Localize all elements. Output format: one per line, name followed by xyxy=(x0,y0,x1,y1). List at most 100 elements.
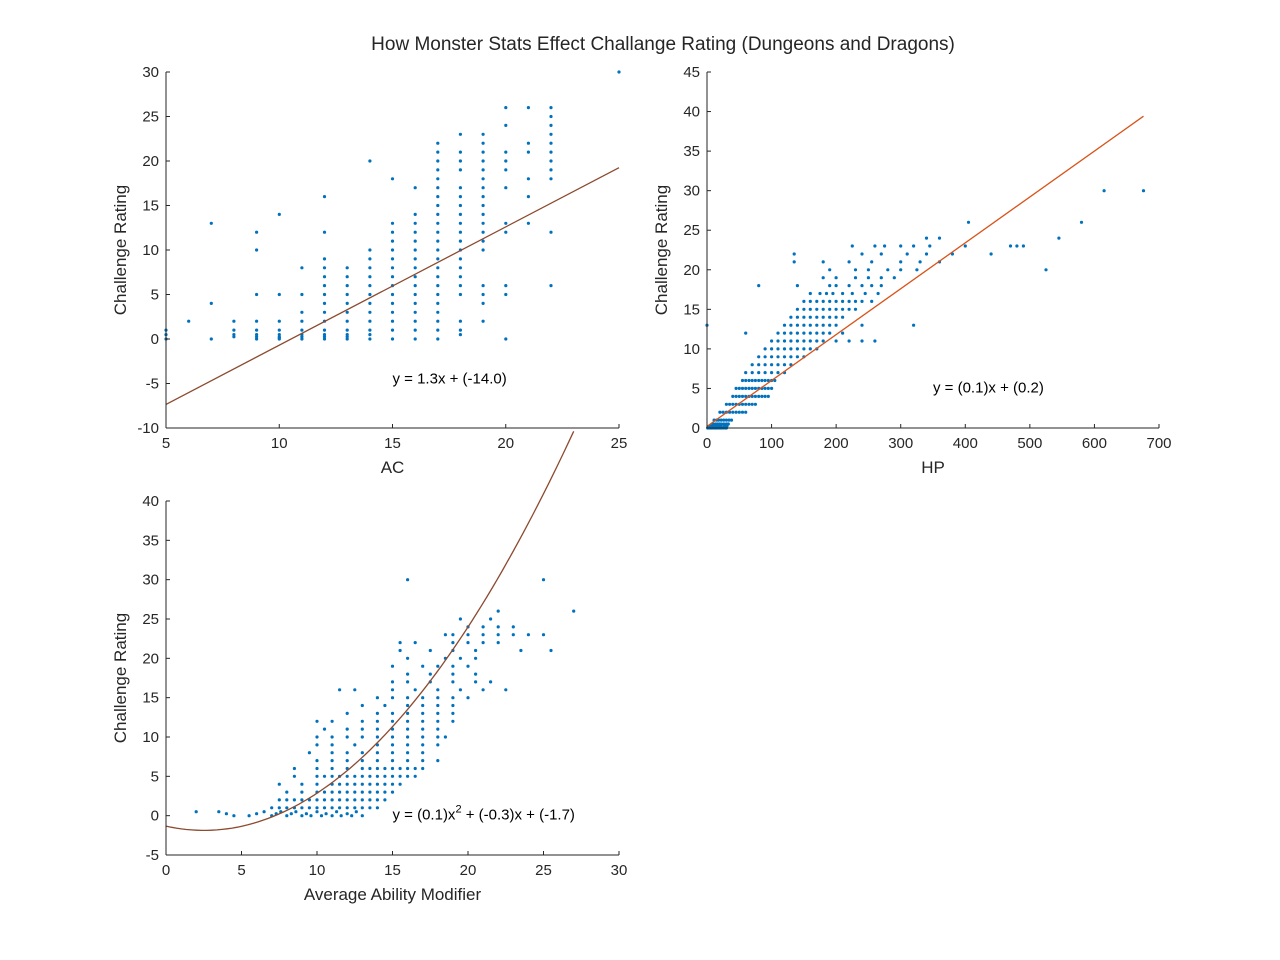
ability-data-point xyxy=(375,766,379,771)
ability-data-point xyxy=(315,735,319,739)
hp-data-point xyxy=(795,339,800,343)
ability-data-point xyxy=(421,743,425,747)
hp-x-tick-label: 100 xyxy=(759,435,784,452)
hp-data-point xyxy=(879,252,883,256)
hp-data-point xyxy=(719,418,723,422)
hp-data-point xyxy=(724,402,729,406)
ability-data-point xyxy=(390,688,395,692)
ability-data-point xyxy=(345,727,349,731)
ac-data-point xyxy=(345,284,349,288)
ac-data-point xyxy=(436,230,440,234)
hp-data-point xyxy=(821,315,825,319)
hp-data-point xyxy=(795,331,800,335)
ac-x-tick-label: 15 xyxy=(384,435,401,452)
hp-data-point xyxy=(744,402,748,406)
ac-data-point xyxy=(526,195,531,199)
ability-data-point xyxy=(421,727,425,731)
ac-data-point xyxy=(345,292,349,297)
ability-data-point xyxy=(406,696,410,700)
hp-data-point xyxy=(744,371,748,375)
ability-data-point xyxy=(421,696,425,700)
ac-data-point xyxy=(481,168,485,172)
ac-data-point xyxy=(617,70,621,74)
hp-data-point xyxy=(776,371,780,375)
ability-data-point xyxy=(421,703,425,708)
hp-data-point xyxy=(744,331,748,335)
ability-data-point xyxy=(451,641,455,645)
ability-data-point xyxy=(315,806,319,810)
hp-data-point xyxy=(928,244,932,248)
hp-data-point xyxy=(728,402,732,406)
ac-data-point xyxy=(390,239,395,243)
hp-data-point xyxy=(722,422,726,426)
ac-fit-line xyxy=(165,167,620,405)
ac-data-point xyxy=(322,266,327,270)
hp-data-point xyxy=(924,236,929,240)
ac-data-point xyxy=(504,230,508,234)
ac-data-point xyxy=(390,266,395,270)
ac-data-point xyxy=(322,284,327,288)
hp-data-point xyxy=(828,268,832,272)
hp-data-point xyxy=(709,424,713,428)
ability-data-point xyxy=(277,782,281,786)
hp-data-point xyxy=(834,299,838,303)
ability-data-point xyxy=(406,656,410,660)
hp-data-point xyxy=(795,315,800,319)
ac-data-point xyxy=(322,301,327,305)
hp-data-point xyxy=(924,252,929,256)
ac-data-point xyxy=(481,292,485,297)
ac-data-point xyxy=(368,257,372,261)
hp-data-point xyxy=(841,315,845,319)
ac-data-point xyxy=(413,230,417,234)
hp-data-point xyxy=(808,307,812,311)
hp-data-point xyxy=(763,394,767,398)
ability-data-point xyxy=(330,735,334,739)
ability-data-point xyxy=(330,774,334,778)
hp-data-point xyxy=(866,268,871,272)
ability-data-point xyxy=(294,810,298,814)
ac-data-point xyxy=(413,275,417,279)
ability-data-point xyxy=(443,735,447,739)
ac-data-point xyxy=(436,292,440,297)
hp-data-point xyxy=(770,355,774,359)
ability-data-point xyxy=(315,782,319,786)
ac-data-point xyxy=(277,333,281,337)
ac-data-point xyxy=(277,292,281,297)
ac-data-point xyxy=(504,221,508,225)
ac-y-tick-label: -5 xyxy=(146,376,159,393)
hp-data-point xyxy=(966,220,971,224)
ac-data-point xyxy=(413,257,417,261)
ac-data-point xyxy=(368,328,372,332)
ac-data-point xyxy=(368,284,372,288)
ability-data-point xyxy=(338,806,342,810)
ac-data-point xyxy=(549,230,553,234)
ac-data-point xyxy=(436,301,440,305)
ac-data-point xyxy=(368,292,372,297)
ac-data-point xyxy=(390,310,395,314)
ability-data-point xyxy=(421,766,425,771)
ac-data-point xyxy=(300,266,304,270)
hp-data-point xyxy=(719,422,723,426)
hp-data-point xyxy=(818,291,822,296)
ability-data-point xyxy=(428,672,432,676)
hp-data-point xyxy=(789,315,793,319)
ac-data-point xyxy=(549,123,553,127)
ability-data-point xyxy=(285,790,289,794)
ability-data-point xyxy=(436,664,440,668)
ac-y-tick-label: 5 xyxy=(151,287,159,304)
ac-y-tick-label: -10 xyxy=(137,420,159,437)
ac-data-point xyxy=(413,248,417,252)
ability-data-point xyxy=(289,812,293,816)
hp-data-point xyxy=(792,252,796,256)
ac-data-point xyxy=(390,292,395,297)
ability-data-point xyxy=(292,766,296,771)
ac-data-point xyxy=(504,337,508,341)
ability-x-tick-label: 30 xyxy=(611,862,628,879)
ac-data-point xyxy=(413,266,417,270)
hp-data-point xyxy=(757,378,761,383)
hp-x-tick-label: 200 xyxy=(824,435,849,452)
hp-data-point xyxy=(850,244,854,248)
ability-data-point xyxy=(421,664,425,668)
ability-data-point xyxy=(511,625,515,629)
